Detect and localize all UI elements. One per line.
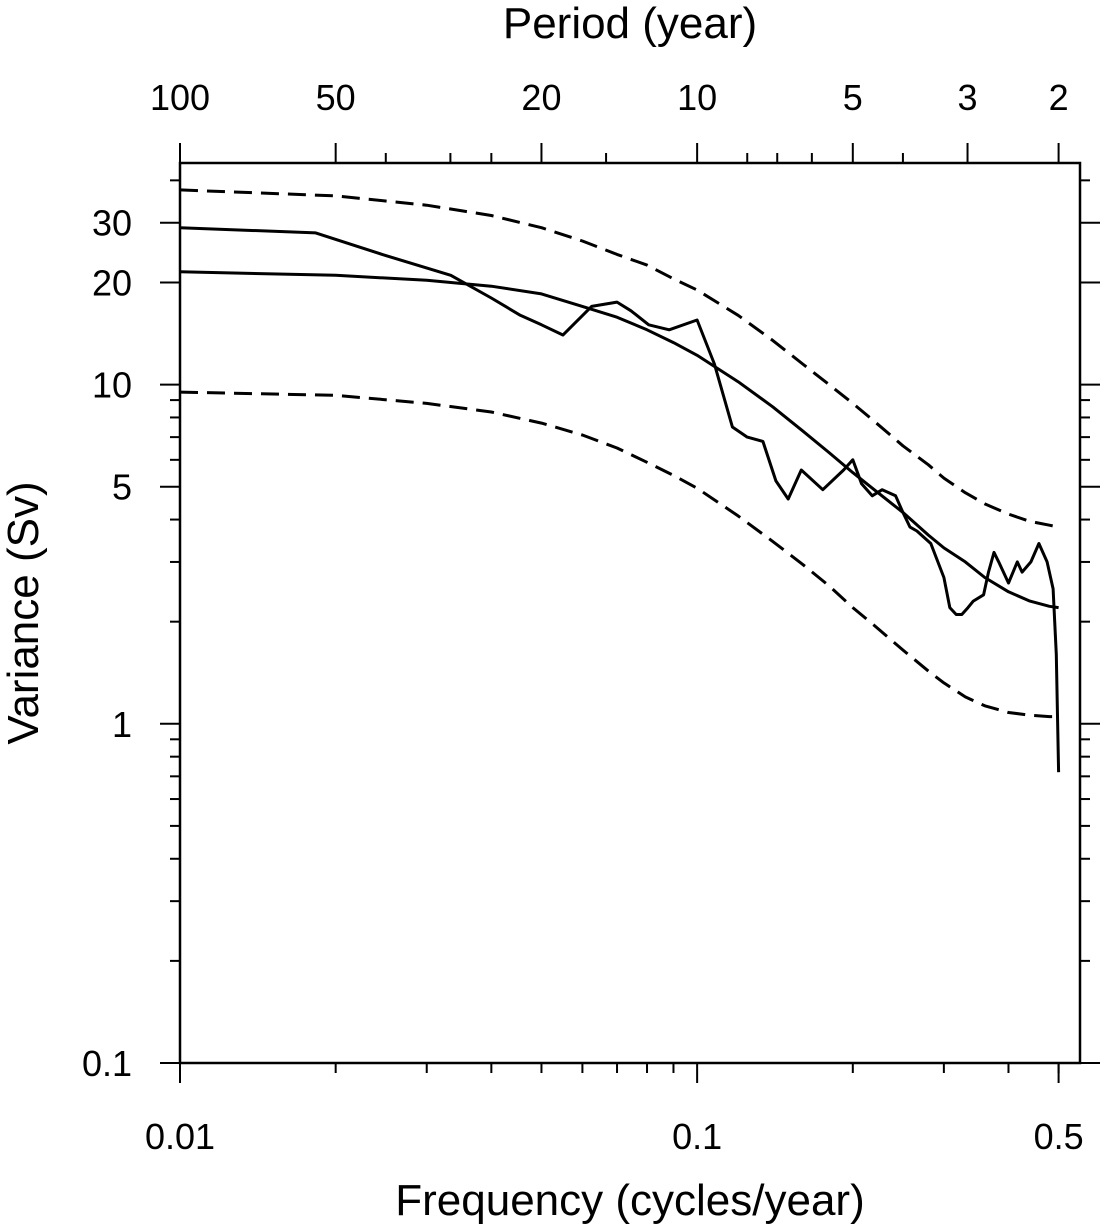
top-tick-label: 10 <box>677 77 717 118</box>
y-tick-label: 10 <box>92 365 132 406</box>
x-tick-label: 0.01 <box>145 1116 215 1157</box>
top-tick-label: 3 <box>958 77 978 118</box>
x-tick-label: 0.5 <box>1034 1116 1084 1157</box>
top-tick-label: 5 <box>843 77 863 118</box>
y-tick-label: 0.1 <box>82 1043 132 1084</box>
series-line-1 <box>179 226 1061 773</box>
series-line-4 <box>179 390 1059 719</box>
y-axis-title: Variance (Sv) <box>0 481 48 744</box>
y-tick-label: 20 <box>92 262 132 303</box>
top-tick-label: 50 <box>316 77 356 118</box>
series-line-2 <box>179 270 1059 610</box>
top-tick-label: 2 <box>1049 77 1069 118</box>
x-axis-title: Frequency (cycles/year) <box>395 1176 864 1225</box>
series-layer <box>179 188 1061 773</box>
x-tick-label: 0.1 <box>672 1116 722 1157</box>
plot-frame <box>178 161 1082 1065</box>
y-tick-label: 30 <box>92 203 132 244</box>
top-tick-label: 20 <box>521 77 561 118</box>
ticks-layer: 0.01 0.1 0.5 100 50 20 10 5 3 2 0.1 1 5 10 20 30 <box>82 77 1100 1157</box>
y-tick-label: 1 <box>112 704 132 745</box>
y-tick-label: 5 <box>112 467 132 508</box>
series-line-3 <box>179 188 1059 529</box>
top-axis-title: Period (year) <box>503 0 757 48</box>
top-tick-label: 100 <box>150 77 210 118</box>
